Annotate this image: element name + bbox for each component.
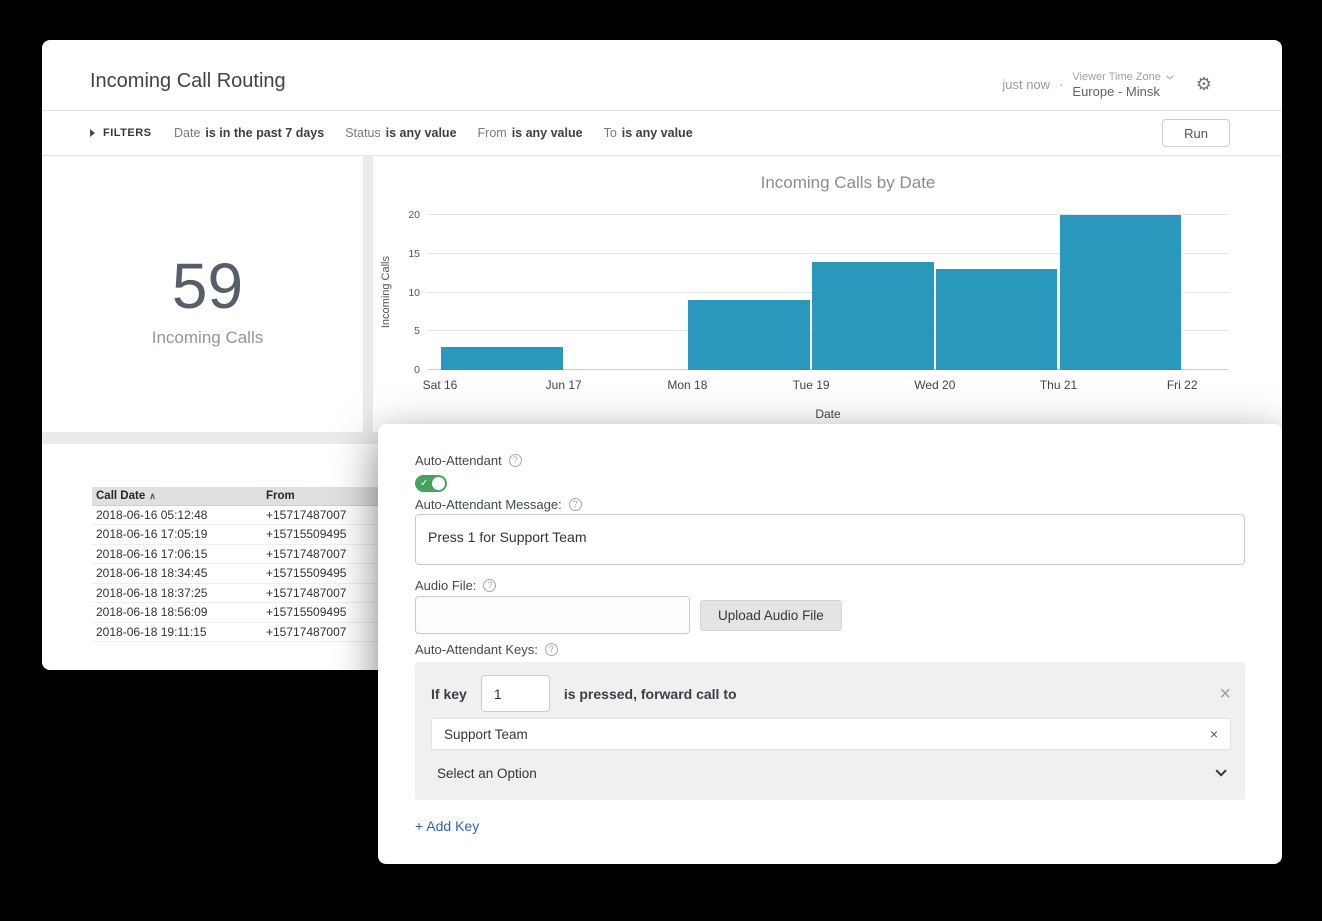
- y-tick-label: 0: [414, 364, 420, 376]
- help-icon[interactable]: ?: [508, 453, 522, 467]
- add-key-link[interactable]: + Add Key: [415, 818, 480, 834]
- check-icon: ✓: [420, 478, 429, 489]
- sort-asc-icon: ∧: [149, 490, 156, 501]
- key-rule-row: If key is pressed, forward call to ×: [431, 675, 1231, 712]
- gridline: [428, 252, 1228, 254]
- bar[interactable]: [935, 269, 1058, 370]
- triangle-right-icon: [90, 129, 95, 137]
- filter-item[interactable]: To is any value: [604, 126, 693, 140]
- filter-item[interactable]: Status is any value: [345, 126, 456, 140]
- last-updated-text: just now: [1002, 77, 1051, 92]
- x-tick-label: Wed 20: [914, 378, 956, 392]
- y-tick-label: 5: [414, 325, 420, 338]
- message-input[interactable]: Press 1 for Support Team: [415, 514, 1245, 565]
- filter-condition: is any value: [621, 126, 693, 140]
- x-tick-label: Tue 19: [792, 378, 830, 392]
- auto-attendant-toggle[interactable]: ✓: [415, 475, 447, 492]
- option-dropdown[interactable]: Select an Option: [431, 760, 1231, 786]
- audio-file-label: Audio File: ?: [415, 577, 1245, 593]
- upload-audio-button[interactable]: Upload Audio File: [700, 599, 842, 631]
- chart-plot: 0 5 10 15 20 Sat 16 Jun 17 Mon 18 Tue 19 Wed 20 Th…: [408, 209, 1228, 392]
- bar[interactable]: [812, 261, 934, 370]
- help-icon[interactable]: ?: [544, 642, 558, 656]
- filters-toggle[interactable]: FILTERS: [90, 111, 152, 155]
- header-right-cluster: just now · Viewer Time Zone Europe - Min…: [1002, 70, 1212, 99]
- audio-file-row: Upload Audio File: [415, 596, 1245, 634]
- timezone-value: Europe - Minsk: [1072, 84, 1160, 99]
- rule-suffix: is pressed, forward call to: [563, 685, 737, 702]
- key-number-input[interactable]: [480, 675, 550, 712]
- table-cell: 2018-06-18 18:34:45: [92, 563, 262, 584]
- filter-condition: is any value: [385, 126, 457, 140]
- kpi-label: Incoming Calls: [151, 328, 264, 347]
- timezone-label: Viewer Time Zone: [1072, 70, 1174, 84]
- table-cell: 2018-06-18 18:56:09: [92, 602, 262, 623]
- message-label: Auto-Attendant Message: ?: [415, 496, 1245, 512]
- y-tick-label: 20: [408, 209, 420, 221]
- tile-gap-vertical: [363, 156, 373, 432]
- x-tick-label: Sat 16: [422, 378, 458, 392]
- filter-condition: is in the past 7 days: [205, 126, 325, 140]
- auto-attendant-label: Auto-Attendant ?: [415, 452, 1245, 468]
- page-title: Incoming Call Routing: [90, 70, 286, 92]
- table-cell: 2018-06-18 19:11:15: [92, 622, 262, 642]
- table-cell: 2018-06-18 18:37:25: [92, 583, 262, 603]
- filter-field: Date: [174, 126, 201, 140]
- table-cell: 2018-06-16 17:06:15: [92, 544, 262, 564]
- selected-option: Support Team: [444, 726, 528, 742]
- x-tick-label: Fri 22: [1166, 378, 1198, 392]
- chart-title: Incoming Calls by Date: [760, 173, 936, 192]
- bar[interactable]: [688, 300, 811, 370]
- gear-icon[interactable]: ⚙: [1195, 74, 1212, 94]
- toggle-knob: [432, 477, 445, 490]
- help-icon[interactable]: ?: [483, 578, 497, 592]
- filters-label: FILTERS: [103, 127, 152, 139]
- filter-field: From: [477, 126, 507, 140]
- filter-item[interactable]: From is any value: [478, 126, 583, 140]
- timezone-selector[interactable]: Viewer Time Zone Europe - Minsk: [1072, 70, 1174, 99]
- x-axis-title: Date: [815, 407, 841, 421]
- forward-target-field[interactable]: Support Team ×: [431, 718, 1231, 750]
- y-tick-label: 10: [408, 286, 420, 299]
- rule-prefix: If key: [431, 685, 467, 702]
- key-rule-panel: If key is pressed, forward call to × Sup…: [415, 662, 1245, 800]
- header-divider: [42, 110, 1282, 111]
- filters-list: Date is in the past 7 days Status is any va…: [174, 111, 714, 155]
- chevron-down-icon: [1166, 72, 1174, 80]
- filter-item[interactable]: Date is in the past 7 days: [174, 126, 324, 140]
- filters-bar: FILTERS Date is in the past 7 days Status i…: [42, 111, 1282, 155]
- x-tick-label: Thu 21: [1039, 378, 1078, 392]
- filter-condition: is any value: [511, 126, 583, 140]
- audio-file-input[interactable]: [415, 596, 690, 634]
- gridline: [428, 214, 1228, 215]
- kpi-value: 59: [171, 250, 244, 322]
- table-cell: 2018-06-16 05:12:48: [92, 505, 262, 525]
- chevron-down-icon: [1215, 765, 1227, 777]
- x-tick-label: Jun 17: [545, 378, 582, 392]
- column-header[interactable]: Call Date ∧: [92, 487, 262, 506]
- filter-field: To: [603, 126, 617, 140]
- bar[interactable]: [441, 346, 563, 370]
- close-icon[interactable]: ×: [1219, 682, 1231, 705]
- dot-separator: ·: [1059, 77, 1064, 92]
- x-tick-label: Mon 18: [667, 378, 708, 392]
- table-cell: 2018-06-16 17:05:19: [92, 524, 262, 545]
- dropdown-placeholder: Select an Option: [437, 765, 537, 781]
- y-tick-label: 15: [408, 247, 420, 260]
- kpi-tile: 59 Incoming Calls: [42, 252, 373, 348]
- remove-icon[interactable]: ×: [1209, 726, 1218, 742]
- filters-divider: [42, 155, 1282, 156]
- auto-attendant-panel: Auto-Attendant ? ✓ Auto-Attendant Messag…: [378, 424, 1282, 864]
- run-button[interactable]: Run: [1162, 119, 1230, 147]
- keys-label: Auto-Attendant Keys: ?: [415, 641, 1245, 657]
- help-icon[interactable]: ?: [568, 497, 582, 511]
- bar[interactable]: [1059, 215, 1182, 370]
- filter-field: Status: [345, 126, 381, 140]
